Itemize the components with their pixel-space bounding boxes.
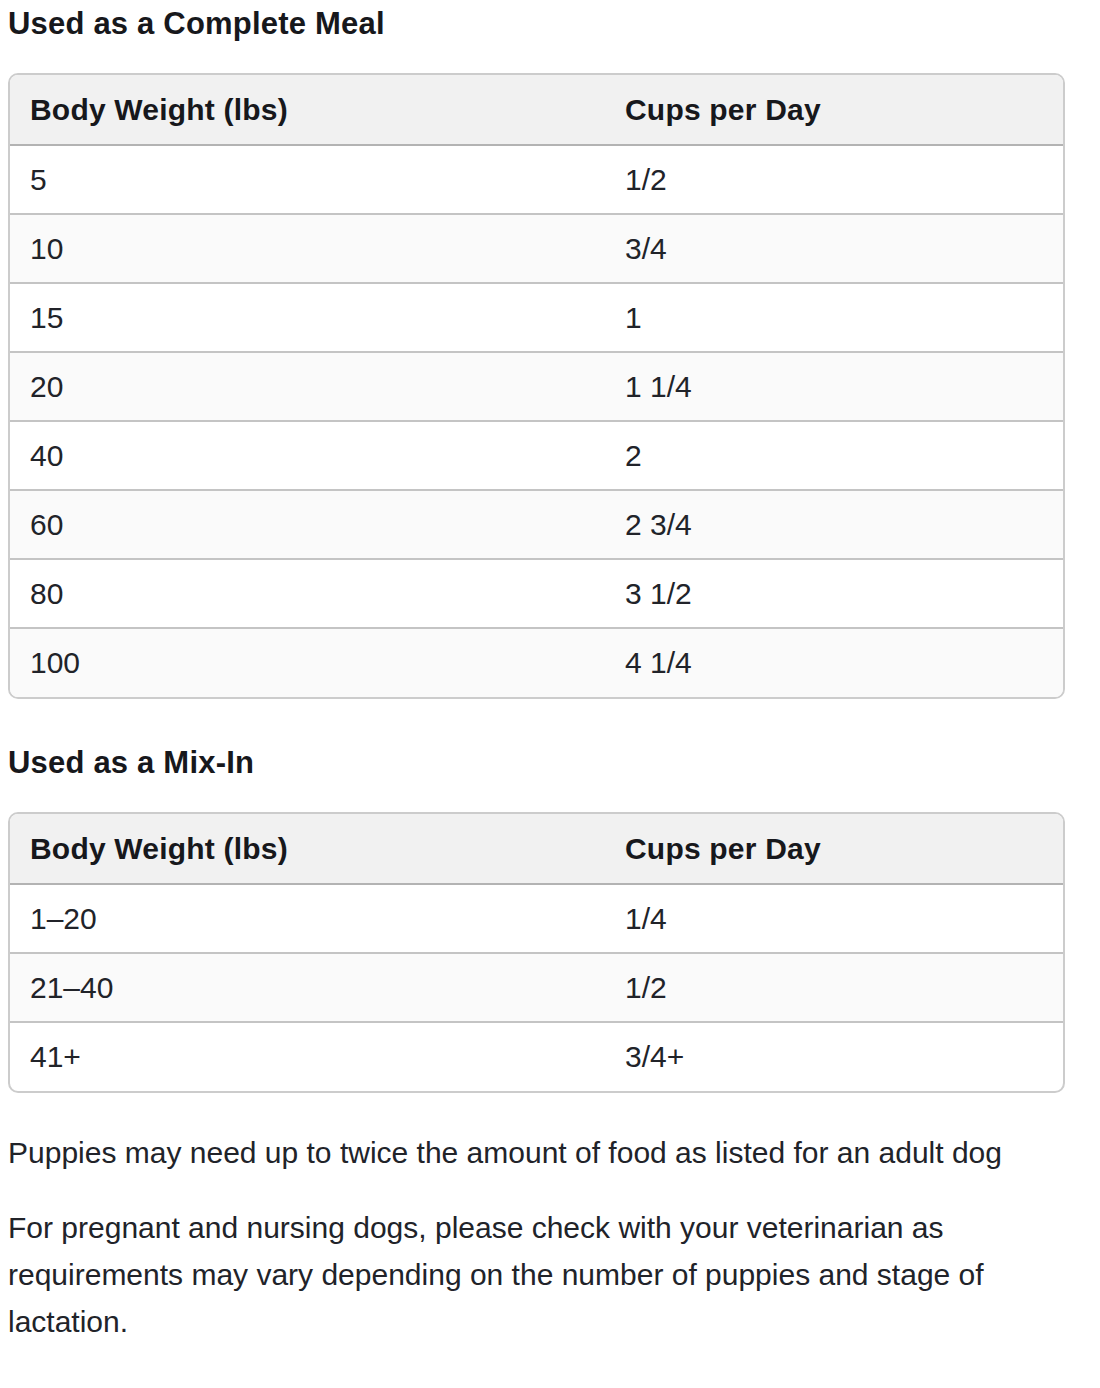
table-row: 602 3/4: [10, 490, 1063, 559]
table-row: 803 1/2: [10, 559, 1063, 628]
table-cell: 1/4: [605, 884, 1063, 953]
table-cell: 15: [10, 283, 605, 352]
column-header-body-weight: Body Weight (lbs): [10, 75, 605, 145]
table-cell: 3 1/2: [605, 559, 1063, 628]
table-cell: 1/2: [605, 145, 1063, 214]
column-header-body-weight: Body Weight (lbs): [10, 814, 605, 884]
table-cell: 80: [10, 559, 605, 628]
table-cell: 20: [10, 352, 605, 421]
table-cell: 1 1/4: [605, 352, 1063, 421]
column-header-cups-per-day: Cups per Day: [605, 814, 1063, 884]
section-mix-in: Used as a Mix-In Body Weight (lbs) Cups …: [8, 745, 1065, 1093]
table-cell: 2 3/4: [605, 490, 1063, 559]
table-cell: 2: [605, 421, 1063, 490]
note-pregnant-nursing: For pregnant and nursing dogs, please ch…: [8, 1204, 1065, 1345]
note-puppies: Puppies may need up to twice the amount …: [8, 1129, 1065, 1176]
table-cell: 100: [10, 628, 605, 697]
feeding-guide: Used as a Complete Meal Body Weight (lbs…: [0, 0, 1100, 1355]
table-row: 201 1/4: [10, 352, 1063, 421]
table-row: 151: [10, 283, 1063, 352]
complete-meal-title: Used as a Complete Meal: [8, 6, 1065, 42]
table-row: 103/4: [10, 214, 1063, 283]
table-cell: 60: [10, 490, 605, 559]
mix-in-title: Used as a Mix-In: [8, 745, 1065, 781]
table-cell: 5: [10, 145, 605, 214]
column-header-cups-per-day: Cups per Day: [605, 75, 1063, 145]
table-cell: 21–40: [10, 953, 605, 1022]
table-cell: 3/4+: [605, 1022, 1063, 1091]
mix-in-table: Body Weight (lbs) Cups per Day 1–201/421…: [8, 812, 1065, 1093]
table-row: 51/2: [10, 145, 1063, 214]
table-row: 1–201/4: [10, 884, 1063, 953]
table-row: 1004 1/4: [10, 628, 1063, 697]
table-cell: 1/2: [605, 953, 1063, 1022]
table-header-row: Body Weight (lbs) Cups per Day: [10, 75, 1063, 145]
table-cell: 4 1/4: [605, 628, 1063, 697]
complete-meal-table: Body Weight (lbs) Cups per Day 51/2103/4…: [8, 73, 1065, 699]
section-complete-meal: Used as a Complete Meal Body Weight (lbs…: [8, 6, 1065, 699]
table-cell: 41+: [10, 1022, 605, 1091]
table-cell: 10: [10, 214, 605, 283]
table-row: 21–401/2: [10, 953, 1063, 1022]
table-cell: 1: [605, 283, 1063, 352]
table-cell: 1–20: [10, 884, 605, 953]
table-cell: 40: [10, 421, 605, 490]
table-cell: 3/4: [605, 214, 1063, 283]
table-header-row: Body Weight (lbs) Cups per Day: [10, 814, 1063, 884]
table-row: 402: [10, 421, 1063, 490]
table-row: 41+3/4+: [10, 1022, 1063, 1091]
